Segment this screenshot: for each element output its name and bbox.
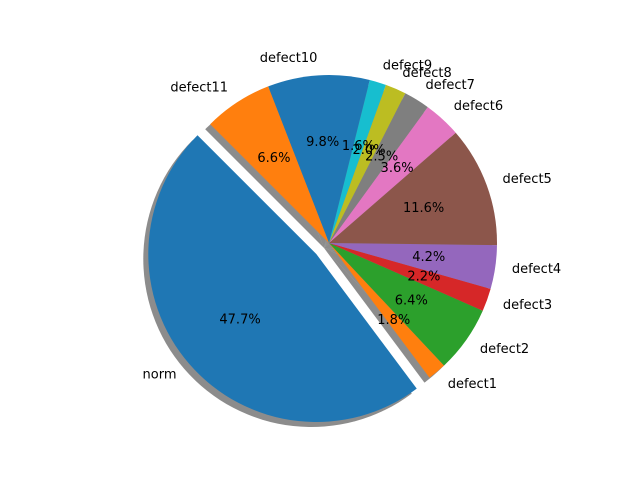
pie-slice-defect6: [329, 107, 456, 243]
slice-label-defect3: defect3: [503, 298, 552, 313]
slice-label-defect1: defect1: [448, 377, 497, 392]
pie-slice-defect3: [329, 243, 491, 311]
slice-percent-defect4: 4.2%: [412, 250, 445, 265]
slice-percent-defect8: 2.0%: [353, 143, 386, 158]
pie-slice-defect10: [268, 74, 370, 243]
slice-label-defect9: defect9: [383, 59, 432, 74]
slice-percent-defect2: 6.4%: [395, 294, 428, 309]
slice-layer: [148, 74, 497, 422]
slice-label-norm: norm: [143, 367, 177, 382]
slice-percent-defect10: 9.8%: [306, 135, 339, 150]
slice-label-defect6: defect6: [454, 99, 503, 114]
slice-percent-defect1: 1.8%: [377, 313, 410, 328]
pie-slice-defect4: [329, 243, 497, 289]
pie-slice-norm: [148, 135, 417, 422]
pie-slice-defect5: [329, 132, 497, 246]
slice-percent-defect11: 6.6%: [257, 151, 290, 166]
slice-label-defect7: defect7: [426, 78, 475, 93]
pie-slice-defect2: [329, 243, 483, 366]
label-layer: norm 47.7% defect1 1.8% defect2 6.4% defect3 2.…: [143, 51, 562, 392]
slice-percent-defect3: 2.2%: [407, 270, 440, 285]
slice-label-defect4: defect4: [512, 262, 561, 277]
slice-percent-defect5: 11.6%: [403, 201, 444, 216]
pie-slice-defect7: [329, 93, 428, 243]
pie-slice-defect11: [210, 86, 329, 244]
slice-label-defect8: defect8: [402, 66, 451, 81]
pie-slice-defect1: [329, 243, 445, 378]
pie-slice-defect9: [329, 80, 386, 243]
slice-percent-defect6: 3.6%: [381, 161, 414, 176]
slice-label-defect2: defect2: [480, 342, 529, 357]
slice-percent-defect9: 1.6%: [342, 139, 375, 154]
slice-percent-defect7: 2.5%: [365, 150, 398, 165]
slice-label-defect10: defect10: [260, 51, 318, 66]
slice-label-defect11: defect11: [170, 81, 228, 96]
slice-label-defect5: defect5: [502, 172, 551, 187]
pie-slice-defect8: [329, 84, 406, 243]
slice-percent-norm: 47.7%: [219, 312, 260, 327]
